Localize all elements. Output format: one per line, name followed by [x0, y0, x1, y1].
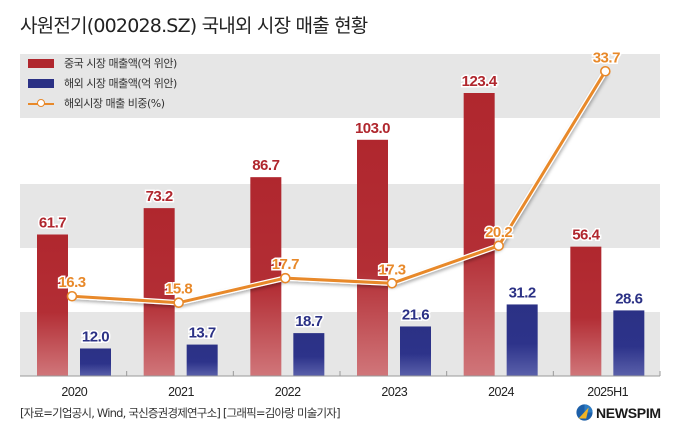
legend-swatch-blue — [28, 78, 54, 88]
data-label-overseas: 31.2 — [509, 284, 536, 301]
ratio-line — [71, 70, 607, 305]
data-label-ratio: 17.3 — [378, 261, 405, 278]
data-label-overseas: 18.7 — [295, 313, 322, 330]
data-label-overseas: 21.6 — [402, 306, 429, 323]
data-label-ratio: 17.7 — [272, 256, 299, 273]
legend-label: 해외 시장 매출액(억 위안) — [64, 77, 177, 90]
data-label-overseas: 12.0 — [82, 328, 109, 345]
data-label-ratio: 15.8 — [165, 281, 192, 298]
line-series — [66, 65, 611, 309]
legend-item-ratio: 해외시장 매출 비중(%) — [28, 93, 177, 113]
bar-overseas-2020 — [80, 348, 111, 376]
x-tick-label: 2025H1 — [587, 385, 628, 399]
data-label-china: 86.7 — [252, 157, 279, 174]
data-labels: 61.7 12.0 73.2 13.7 86.7 18.7 103.0 21.6 123.4 31… — [37, 48, 644, 347]
source-note: [자료=기업공시, Wind, 국신증권경제연구소] [그래픽=김아랑 미술기자… — [20, 406, 341, 420]
grid-band — [20, 54, 660, 118]
bar-china-2020 — [37, 234, 68, 376]
data-label-china: 103.0 — [355, 120, 390, 137]
bar-overseas-2022 — [293, 333, 325, 376]
ratio-point — [173, 297, 184, 309]
ratio-point — [280, 272, 291, 284]
ratio-point — [386, 278, 398, 289]
x-tick-label: 2022 — [275, 385, 301, 399]
data-label-ratio: 20.2 — [485, 224, 512, 241]
newspim-logo: NEWSPIM — [576, 404, 661, 421]
legend-label: 중국 시장 매출액(억 위안) — [64, 57, 177, 70]
x-axis: 2020 2021 2022 2023 2024 2025H1 — [20, 371, 661, 399]
data-label-china: 56.4 — [572, 227, 600, 244]
legend-item-china: 중국 시장 매출액(억 위안) — [28, 53, 177, 73]
ratio-point — [600, 65, 611, 77]
legend-item-overseas: 해외 시장 매출액(억 위안) — [28, 73, 177, 93]
legend-label: 해외시장 매출 비중(%) — [64, 97, 165, 110]
x-tick-label: 2021 — [168, 385, 194, 399]
data-label-ratio: 33.7 — [593, 49, 620, 66]
background-bands — [20, 54, 660, 376]
newspim-logo-icon — [576, 404, 593, 421]
bar-china-2023 — [357, 139, 388, 376]
bar-china-2021 — [143, 208, 175, 376]
bar-overseas-2024 — [506, 304, 538, 376]
grid-band — [20, 184, 660, 248]
x-tick-label: 2023 — [381, 385, 407, 399]
logo-text: NEWSPIM — [596, 404, 661, 421]
ratio-point — [66, 290, 78, 302]
data-label-china: 61.7 — [39, 215, 66, 232]
grid-band — [20, 312, 660, 376]
bar-china-2022 — [250, 177, 282, 376]
bar-overseas-2023 — [400, 326, 431, 376]
ratio-point — [493, 240, 504, 252]
bar-series — [37, 93, 645, 376]
bar-china-2025H1 — [570, 246, 602, 376]
bar-overseas-2025H1 — [613, 310, 645, 376]
data-label-overseas: 13.7 — [189, 325, 216, 342]
data-label-ratio: 16.3 — [58, 274, 85, 291]
data-label-overseas: 28.6 — [615, 290, 642, 307]
bar-china-2024 — [463, 93, 495, 376]
x-tick-label: 2020 — [61, 385, 87, 399]
data-label-china: 123.4 — [462, 73, 498, 90]
grid-band — [20, 118, 660, 184]
bar-overseas-2021 — [186, 344, 218, 376]
legend: 중국 시장 매출액(억 위안) 해외 시장 매출액(억 위안) 해외시장 매출 … — [28, 53, 177, 113]
chart-title: 사원전기(002028.SZ) 국내외 시장 매출 현황 — [20, 15, 368, 37]
x-tick-label: 2024 — [488, 385, 514, 399]
legend-line-marker-icon — [28, 99, 54, 108]
data-label-china: 73.2 — [146, 188, 173, 205]
legend-swatch-red — [28, 58, 54, 68]
